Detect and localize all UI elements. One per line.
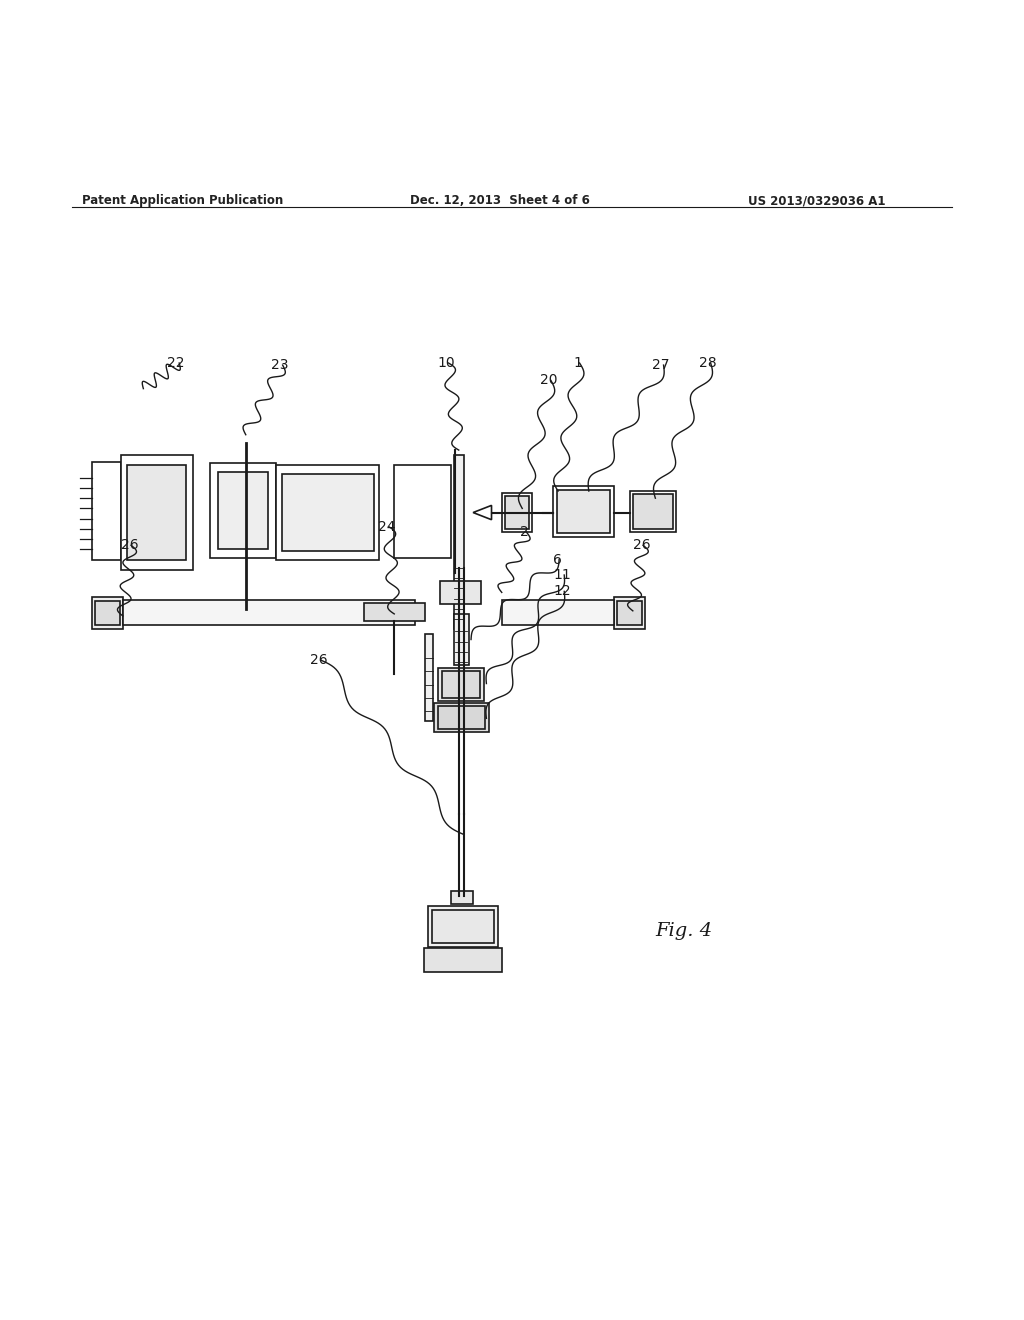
FancyBboxPatch shape bbox=[505, 496, 529, 529]
FancyBboxPatch shape bbox=[502, 599, 614, 626]
Text: 12: 12 bbox=[553, 585, 570, 598]
Text: 26: 26 bbox=[121, 539, 138, 552]
FancyBboxPatch shape bbox=[123, 599, 415, 626]
FancyBboxPatch shape bbox=[394, 466, 451, 557]
Text: 2: 2 bbox=[520, 525, 529, 539]
FancyBboxPatch shape bbox=[630, 491, 676, 532]
FancyBboxPatch shape bbox=[557, 490, 610, 533]
FancyBboxPatch shape bbox=[210, 463, 276, 557]
Text: 6: 6 bbox=[553, 553, 562, 566]
FancyBboxPatch shape bbox=[442, 672, 480, 698]
Text: 22: 22 bbox=[167, 356, 184, 370]
FancyBboxPatch shape bbox=[121, 455, 193, 570]
Text: Dec. 12, 2013  Sheet 4 of 6: Dec. 12, 2013 Sheet 4 of 6 bbox=[410, 194, 590, 207]
FancyBboxPatch shape bbox=[428, 906, 498, 946]
FancyBboxPatch shape bbox=[438, 706, 485, 729]
FancyBboxPatch shape bbox=[276, 466, 379, 560]
Text: 24: 24 bbox=[378, 520, 395, 533]
FancyBboxPatch shape bbox=[451, 891, 473, 904]
Polygon shape bbox=[473, 506, 492, 520]
FancyBboxPatch shape bbox=[438, 668, 484, 701]
FancyBboxPatch shape bbox=[92, 597, 123, 630]
FancyBboxPatch shape bbox=[454, 614, 469, 665]
FancyBboxPatch shape bbox=[633, 494, 673, 529]
FancyBboxPatch shape bbox=[440, 581, 481, 603]
FancyBboxPatch shape bbox=[424, 948, 502, 973]
FancyBboxPatch shape bbox=[95, 601, 120, 626]
Text: 27: 27 bbox=[652, 358, 670, 372]
Text: 28: 28 bbox=[699, 356, 717, 370]
FancyBboxPatch shape bbox=[425, 635, 433, 722]
FancyBboxPatch shape bbox=[364, 603, 425, 622]
FancyBboxPatch shape bbox=[614, 597, 645, 630]
Text: Patent Application Publication: Patent Application Publication bbox=[82, 194, 284, 207]
Text: 1: 1 bbox=[573, 356, 583, 370]
Text: Fig. 4: Fig. 4 bbox=[655, 923, 713, 940]
FancyBboxPatch shape bbox=[127, 466, 186, 560]
FancyBboxPatch shape bbox=[92, 462, 121, 560]
Text: 20: 20 bbox=[540, 374, 557, 388]
FancyBboxPatch shape bbox=[218, 471, 268, 549]
Text: 26: 26 bbox=[310, 653, 328, 667]
Text: 23: 23 bbox=[271, 358, 289, 372]
Text: 10: 10 bbox=[437, 356, 455, 370]
FancyBboxPatch shape bbox=[432, 909, 494, 942]
FancyBboxPatch shape bbox=[553, 486, 614, 537]
FancyBboxPatch shape bbox=[282, 474, 374, 552]
FancyBboxPatch shape bbox=[502, 494, 532, 532]
Text: 11: 11 bbox=[553, 568, 570, 582]
FancyBboxPatch shape bbox=[434, 704, 489, 731]
FancyBboxPatch shape bbox=[454, 455, 464, 630]
Text: US 2013/0329036 A1: US 2013/0329036 A1 bbox=[748, 194, 885, 207]
Text: 26: 26 bbox=[633, 539, 650, 552]
FancyBboxPatch shape bbox=[617, 601, 642, 626]
